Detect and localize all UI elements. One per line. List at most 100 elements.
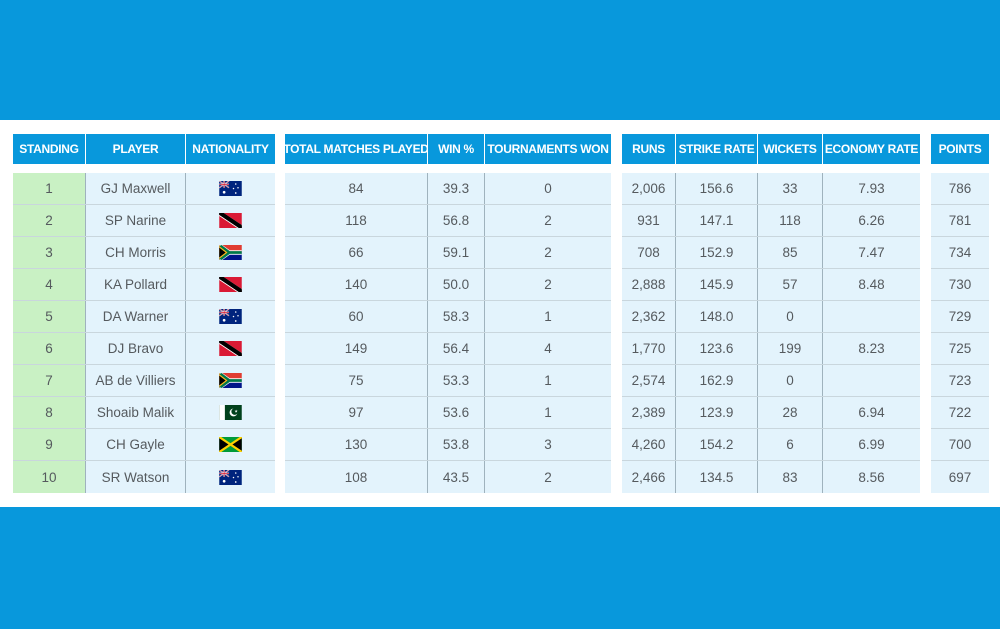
strike-rate-cell: 154.2 xyxy=(676,429,758,460)
tournaments-header[interactable]: TOURNAMENTS WON xyxy=(485,134,611,164)
points-cell: 697 xyxy=(931,461,989,493)
nationality-cell xyxy=(186,461,275,493)
runs-header[interactable]: RUNS xyxy=(622,134,676,164)
economy-rate-cell: 6.99 xyxy=(823,429,920,460)
win-percent-cell: 56.8 xyxy=(428,205,485,236)
player-group-body: 1 GJ Maxwell 2 SP Narine 3 CH Morris 4 KA Polla… xyxy=(13,173,275,493)
wickets-cell: 57 xyxy=(758,269,823,300)
table-row: 2 SP Narine xyxy=(13,205,275,237)
runs-cell: 2,574 xyxy=(622,365,676,396)
player-name-cell[interactable]: SP Narine xyxy=(86,205,186,236)
player-name-cell[interactable]: KA Pollard xyxy=(86,269,186,300)
team-group: TOTAL MATCHES PLAYED WIN % TOURNAMENTS W… xyxy=(283,134,611,493)
tournaments-cell: 1 xyxy=(485,301,611,332)
table-row: 9 CH Gayle xyxy=(13,429,275,461)
player-name-cell[interactable]: AB de Villiers xyxy=(86,365,186,396)
table-row: 730 xyxy=(931,269,989,301)
nationality-cell xyxy=(186,429,275,460)
wickets-cell: 199 xyxy=(758,333,823,364)
table-row: 786 xyxy=(931,173,989,205)
economy-rate-cell: 7.47 xyxy=(823,237,920,268)
table-row: 8 Shoaib Malik xyxy=(13,397,275,429)
points-cell: 700 xyxy=(931,429,989,460)
player-name-cell[interactable]: SR Watson xyxy=(86,461,186,493)
stats-group-header: RUNS STRIKE RATE WICKETS ECONOMY RATE xyxy=(622,134,920,164)
points-header[interactable]: POINTS xyxy=(931,134,989,164)
win-header[interactable]: WIN % xyxy=(428,134,485,164)
strike-rate-cell: 152.9 xyxy=(676,237,758,268)
wickets-cell: 85 xyxy=(758,237,823,268)
player-name-cell[interactable]: Shoaib Malik xyxy=(86,397,186,428)
standing-cell: 9 xyxy=(13,429,86,460)
standing-cell: 8 xyxy=(13,397,86,428)
nationality-header[interactable]: NATIONALITY xyxy=(186,134,275,164)
player-header[interactable]: PLAYER xyxy=(86,134,186,164)
points-group: POINTS 786 781 734 730 729 725 723 722 700 697 xyxy=(931,134,989,493)
nationality-cell xyxy=(186,269,275,300)
economy-rate-cell: 6.26 xyxy=(823,205,920,236)
table-row: 708 152.9 85 7.47 xyxy=(622,237,920,269)
runs-cell: 4,260 xyxy=(622,429,676,460)
runs-cell: 708 xyxy=(622,237,676,268)
strike-rate-cell: 134.5 xyxy=(676,461,758,493)
economy-rate-cell xyxy=(823,365,920,396)
win-percent-cell: 43.5 xyxy=(428,461,485,493)
stats-group-body: 2,006 156.6 33 7.93 931 147.1 118 6.26 708 152.9 8… xyxy=(622,173,920,493)
economy-rate-header[interactable]: ECONOMY RATE xyxy=(823,134,920,164)
tournaments-cell: 2 xyxy=(485,237,611,268)
matches-cell: 75 xyxy=(285,365,428,396)
table-row: 84 39.3 0 xyxy=(285,173,611,205)
win-percent-cell: 59.1 xyxy=(428,237,485,268)
player-name-cell[interactable]: GJ Maxwell xyxy=(86,173,186,204)
table-row: 7 AB de Villiers xyxy=(13,365,275,397)
rankings-panel: STANDING PLAYER NATIONALITY 1 GJ Maxwell 2… xyxy=(0,120,1000,507)
runs-cell: 1,770 xyxy=(622,333,676,364)
nationality-cell xyxy=(186,173,275,204)
table-row: 725 xyxy=(931,333,989,365)
win-percent-cell: 39.3 xyxy=(428,173,485,204)
tournaments-cell: 2 xyxy=(485,461,611,493)
player-name-cell[interactable]: CH Gayle xyxy=(86,429,186,460)
table-row: 1 GJ Maxwell xyxy=(13,173,275,205)
table-row: 2,006 156.6 33 7.93 xyxy=(622,173,920,205)
player-name-cell[interactable]: DJ Bravo xyxy=(86,333,186,364)
pakistan-flag-icon xyxy=(219,405,242,420)
australia-flag-icon xyxy=(219,309,242,324)
australia-flag-icon xyxy=(219,181,242,196)
matches-cell: 97 xyxy=(285,397,428,428)
player-name-cell[interactable]: DA Warner xyxy=(86,301,186,332)
table-row: 149 56.4 4 xyxy=(285,333,611,365)
economy-rate-cell: 6.94 xyxy=(823,397,920,428)
matches-cell: 130 xyxy=(285,429,428,460)
table-row: 2,362 148.0 0 xyxy=(622,301,920,333)
standing-header[interactable]: STANDING xyxy=(13,134,86,164)
wickets-cell: 83 xyxy=(758,461,823,493)
table-row: 130 53.8 3 xyxy=(285,429,611,461)
points-cell: 730 xyxy=(931,269,989,300)
team-group-body: 84 39.3 0 118 56.8 2 66 59.1 2 140 50.0 2 60 58.3 1 149… xyxy=(285,173,611,493)
wickets-cell: 0 xyxy=(758,365,823,396)
strike-rate-cell: 147.1 xyxy=(676,205,758,236)
table-row: 697 xyxy=(931,461,989,493)
table-row: 729 xyxy=(931,301,989,333)
nationality-cell xyxy=(186,301,275,332)
economy-rate-cell xyxy=(823,301,920,332)
matches-cell: 140 xyxy=(285,269,428,300)
wickets-header[interactable]: WICKETS xyxy=(758,134,823,164)
runs-cell: 2,362 xyxy=(622,301,676,332)
tournaments-cell: 2 xyxy=(485,269,611,300)
tournaments-cell: 1 xyxy=(485,397,611,428)
matches-header[interactable]: TOTAL MATCHES PLAYED xyxy=(283,134,429,164)
strike-rate-cell: 123.9 xyxy=(676,397,758,428)
win-percent-cell: 58.3 xyxy=(428,301,485,332)
strike-rate-header[interactable]: STRIKE RATE xyxy=(676,134,758,164)
nationality-cell xyxy=(186,237,275,268)
points-group-header: POINTS xyxy=(931,134,989,164)
player-name-cell[interactable]: CH Morris xyxy=(86,237,186,268)
table-row: 10 SR Watson xyxy=(13,461,275,493)
table-row: 108 43.5 2 xyxy=(285,461,611,493)
player-group-header: STANDING PLAYER NATIONALITY xyxy=(13,134,275,164)
nationality-cell xyxy=(186,365,275,396)
standing-cell: 5 xyxy=(13,301,86,332)
south-africa-flag-icon xyxy=(219,245,242,260)
